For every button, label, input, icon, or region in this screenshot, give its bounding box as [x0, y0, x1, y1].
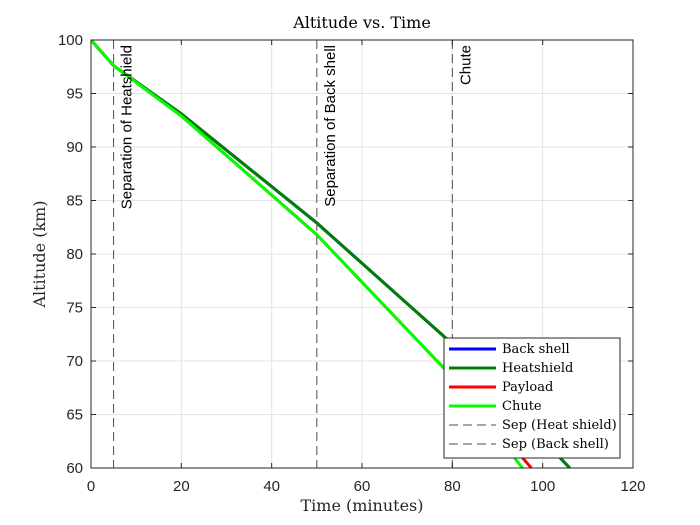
x-tick-label: 40 — [263, 478, 280, 495]
legend-label: Chute — [502, 399, 542, 414]
x-tick-label: 100 — [530, 478, 555, 495]
y-axis-label: Altitude (km) — [30, 200, 49, 308]
legend-label: Sep (Back shell) — [502, 437, 609, 452]
x-tick-label: 80 — [444, 478, 461, 495]
y-tick-label: 85 — [66, 193, 83, 210]
x-tick-label: 0 — [87, 478, 95, 495]
x-axis-label: Time (minutes) — [300, 496, 423, 515]
legend-label: Sep (Heat shield) — [502, 418, 617, 433]
legend-label: Payload — [502, 380, 553, 395]
y-tick-label: 65 — [66, 407, 83, 424]
legend-box — [443, 337, 621, 459]
axes — [90, 39, 634, 469]
event-label: Separation of Back shell — [322, 45, 339, 207]
y-tick-label: 90 — [66, 139, 83, 156]
y-tick-label: 75 — [66, 300, 83, 317]
y-tick-label: 60 — [66, 460, 83, 477]
x-tick-label: 20 — [173, 478, 190, 495]
legend: Back shell Heatshield Payload Chute Sep (Hea… — [443, 337, 621, 459]
legend-label: Heatshield — [502, 361, 573, 376]
legend-label: Back shell — [502, 342, 570, 357]
event-label: Chute — [457, 45, 474, 85]
x-tick-label: 120 — [620, 478, 645, 495]
x-tick-label: 60 — [354, 478, 371, 495]
event-lines: Separation of Heatshield Separation of Ba… — [113, 40, 474, 468]
tick-labels: 0 20 40 60 80 100 120 60 65 70 75 80 85 90 95 100 — [58, 32, 646, 495]
y-tick-label: 70 — [66, 353, 83, 370]
y-tick-label: 80 — [66, 246, 83, 263]
y-tick-label: 95 — [66, 86, 83, 103]
event-label: Separation of Heatshield — [119, 45, 136, 209]
chart-title: Altitude vs. Time — [292, 13, 431, 32]
y-tick-label: 100 — [58, 32, 83, 49]
